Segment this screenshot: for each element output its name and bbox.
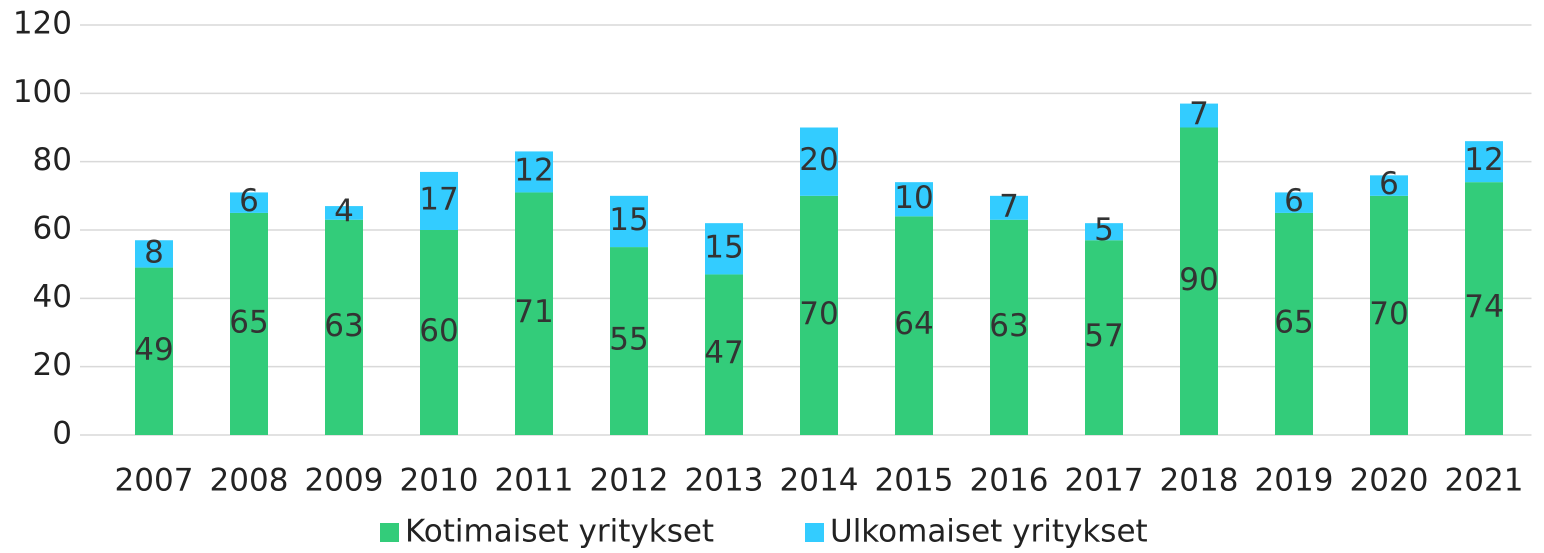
bar-segment	[1180, 103, 1218, 128]
x-tick-label: 2009	[305, 463, 384, 499]
data-label: 65	[229, 304, 268, 340]
data-label: 6	[1284, 183, 1304, 219]
data-label: 74	[1464, 289, 1503, 325]
bar-segment	[610, 247, 648, 435]
data-label: 60	[419, 313, 458, 349]
data-label: 49	[134, 332, 173, 368]
bar-segment	[1085, 223, 1123, 241]
bar-segment	[135, 240, 173, 268]
data-label: 5	[1094, 212, 1114, 248]
data-label: 63	[989, 308, 1028, 344]
data-label: 12	[1464, 142, 1503, 178]
data-label: 57	[1084, 318, 1123, 354]
bar-segment	[800, 127, 838, 196]
data-label: 15	[704, 229, 743, 265]
bar-segment	[230, 212, 268, 435]
legend-label: Kotimaiset yritykset	[405, 514, 714, 550]
y-tick-label: 60	[33, 211, 72, 247]
bar-segment	[800, 195, 838, 435]
data-label: 4	[334, 193, 354, 229]
bar-segment	[515, 151, 553, 193]
data-label: 10	[894, 180, 933, 216]
x-tick-label: 2014	[780, 463, 859, 499]
data-label: 17	[419, 181, 458, 217]
y-tick-label: 100	[13, 74, 72, 110]
data-label: 6	[239, 183, 259, 219]
x-tick-label: 2020	[1350, 463, 1429, 499]
bar-segment	[325, 206, 363, 220]
bar-segment	[1465, 141, 1503, 183]
bar-segment	[1085, 240, 1123, 435]
data-label: 8	[144, 234, 164, 270]
legend-swatch	[380, 523, 399, 542]
bar-segment	[1465, 182, 1503, 435]
legend-label: Ulkomaiset yritykset	[830, 514, 1148, 550]
y-tick-label: 40	[33, 279, 72, 315]
data-label: 47	[704, 335, 743, 371]
y-tick-label: 20	[33, 347, 72, 383]
data-label: 71	[514, 294, 553, 330]
bar-segment	[1180, 127, 1218, 435]
y-tick-label: 0	[52, 416, 72, 452]
data-label: 7	[1189, 96, 1209, 132]
x-tick-label: 2010	[400, 463, 479, 499]
bar-segment	[325, 219, 363, 435]
data-label: 70	[799, 296, 838, 332]
x-tick-label: 2018	[1160, 463, 1239, 499]
data-label: 7	[999, 188, 1019, 224]
bar-segment	[895, 216, 933, 435]
data-label: 6	[1379, 166, 1399, 202]
x-tick-label: 2012	[590, 463, 669, 499]
data-label: 20	[799, 142, 838, 178]
y-tick-label: 80	[33, 142, 72, 178]
x-tick-label: 2008	[210, 463, 289, 499]
bar-segment	[420, 171, 458, 230]
bar-segment	[420, 230, 458, 435]
bar-segment	[990, 219, 1028, 435]
data-label: 15	[609, 202, 648, 238]
data-label: 90	[1179, 262, 1218, 298]
x-tick-label: 2011	[495, 463, 574, 499]
x-tick-label: 2013	[685, 463, 764, 499]
bar-segment	[1370, 175, 1408, 196]
data-label: 12	[514, 152, 553, 188]
x-tick-label: 2017	[1065, 463, 1144, 499]
data-label: 65	[1274, 304, 1313, 340]
data-label: 70	[1369, 296, 1408, 332]
x-tick-label: 2019	[1255, 463, 1334, 499]
data-label: 64	[894, 306, 933, 342]
bar-segment	[705, 274, 743, 435]
bar-segment	[1275, 192, 1313, 213]
data-label: 55	[609, 322, 648, 358]
bar-segment	[1275, 212, 1313, 435]
bar-segment	[135, 267, 173, 435]
x-tick-label: 2007	[115, 463, 194, 499]
bar-segment	[990, 195, 1028, 220]
bar-segment	[1370, 195, 1408, 435]
bar-segment	[895, 182, 933, 217]
legend-swatch	[805, 523, 824, 542]
bar-segment	[230, 192, 268, 213]
bar-segment	[705, 223, 743, 275]
x-tick-label: 2021	[1445, 463, 1524, 499]
bar-segment	[515, 192, 553, 435]
x-tick-label: 2015	[875, 463, 954, 499]
data-label: 63	[324, 308, 363, 344]
bar-segment	[610, 195, 648, 248]
y-tick-label: 120	[13, 6, 72, 42]
x-tick-label: 2016	[970, 463, 1049, 499]
